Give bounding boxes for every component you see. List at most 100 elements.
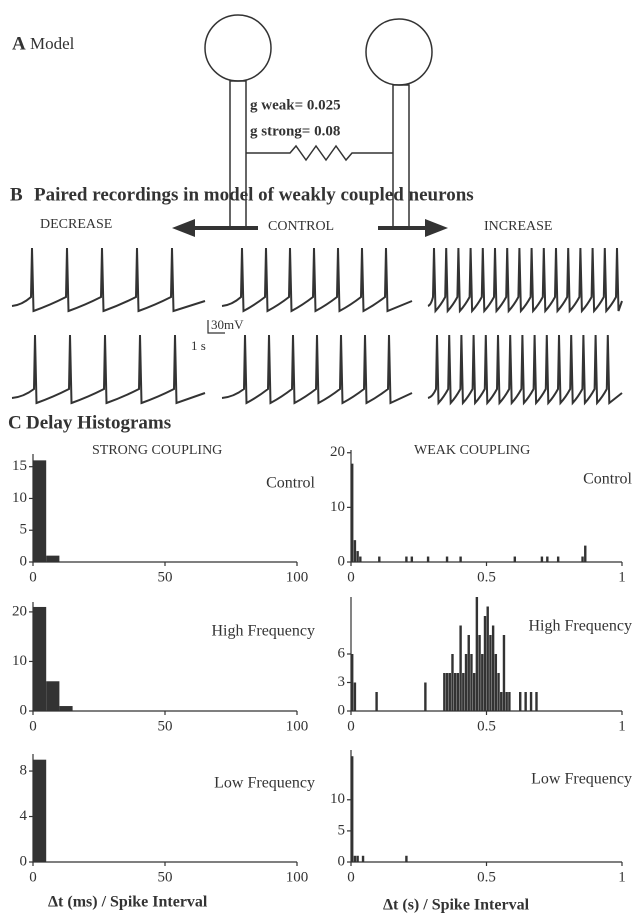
column-heading: WEAK COUPLING (414, 443, 530, 458)
x-tick-label: 0 (347, 569, 355, 585)
bar (459, 625, 462, 711)
bar (556, 556, 560, 562)
x-tick-label: 0.5 (477, 569, 496, 585)
trace (11, 247, 206, 313)
label: CONTROL (268, 219, 334, 234)
bar (443, 673, 446, 711)
bar (445, 556, 449, 562)
x-tick-label: 50 (158, 869, 173, 885)
bar (513, 556, 517, 562)
annotation: High Frequency (211, 623, 315, 640)
annotation: Control (266, 475, 315, 492)
bar (46, 555, 60, 562)
panel-title: Model (30, 34, 75, 53)
bar (33, 606, 47, 711)
x-tick-label: 100 (286, 718, 309, 734)
bar (351, 756, 354, 862)
annotation: Control (583, 471, 632, 488)
scale-label: 30mV (211, 317, 244, 332)
bar (359, 556, 362, 562)
bar (494, 654, 498, 711)
y-tick-label: 20 (12, 603, 27, 619)
axis (32, 754, 297, 863)
x-tick-label: 1 (618, 869, 626, 885)
y-tick-label: 0 (20, 853, 28, 869)
trace (11, 334, 206, 405)
bar (405, 855, 408, 862)
bar (356, 551, 359, 562)
x-tick-label: 0 (347, 718, 355, 734)
bar (33, 460, 47, 562)
panel-letter: B (10, 184, 23, 205)
bar (451, 654, 454, 711)
y-tick-label: 6 (338, 645, 346, 661)
bar (481, 654, 484, 711)
bar (410, 556, 414, 562)
bar (33, 759, 47, 862)
x-tick-label: 0 (347, 869, 355, 885)
bar (353, 540, 357, 562)
y-tick-label: 20 (330, 444, 345, 460)
bar (519, 692, 522, 711)
bar (508, 692, 511, 711)
column-heading: STRONG COUPLING (92, 443, 222, 458)
y-tick-label: 8 (20, 762, 28, 778)
bar (524, 692, 527, 711)
bar (424, 682, 427, 711)
trace (427, 247, 623, 314)
bar (353, 682, 357, 711)
x-tick-label: 50 (158, 718, 173, 734)
bar (505, 692, 508, 711)
x-axis-label: Δt (ms) / Spike Interval (48, 894, 208, 911)
axis (350, 450, 622, 563)
bar (456, 673, 460, 711)
bar (478, 635, 481, 711)
y-tick-label: 4 (20, 808, 28, 824)
bar (581, 556, 584, 562)
x-tick-label: 100 (286, 569, 309, 585)
x-axis-label: Δt (s) / Spike Interval (383, 897, 530, 914)
trace (221, 247, 413, 313)
bar (464, 654, 468, 711)
axis (32, 454, 297, 563)
bar (353, 855, 357, 862)
panel-letter: C (8, 412, 22, 433)
scale-label: 1 s (191, 338, 206, 353)
annotation: Low Frequency (531, 771, 632, 788)
bar (540, 556, 544, 562)
panel-title: Paired recordings in model of weakly cou… (34, 184, 474, 205)
panel-title: Delay Histograms (26, 412, 171, 433)
axis (350, 750, 622, 863)
bar (535, 692, 538, 711)
bar (351, 463, 354, 562)
y-tick-label: 15 (12, 458, 27, 474)
bar (445, 673, 449, 711)
bar (459, 556, 462, 562)
bar (584, 545, 587, 562)
y-tick-label: 0 (338, 702, 346, 718)
bar (467, 635, 470, 711)
bar (361, 855, 365, 862)
bar (486, 606, 489, 711)
annotation: Low Frequency (214, 775, 315, 792)
bar (375, 692, 378, 711)
bar (502, 635, 506, 711)
trace (427, 334, 623, 406)
panel-letter: A (12, 33, 26, 54)
bar (356, 855, 359, 862)
bar (489, 635, 492, 711)
arrows (172, 219, 448, 237)
x-tick-label: 0.5 (477, 718, 496, 734)
x-tick-label: 0 (29, 869, 37, 885)
g-weak: g weak= 0.025 (250, 97, 341, 113)
bar (426, 556, 430, 562)
bar (46, 681, 60, 711)
bar (472, 673, 476, 711)
bar (453, 673, 457, 711)
y-tick-label: 0 (338, 853, 346, 869)
x-tick-label: 0 (29, 569, 37, 585)
bar (351, 654, 354, 711)
x-tick-label: 1 (618, 718, 626, 734)
bar (491, 625, 495, 711)
